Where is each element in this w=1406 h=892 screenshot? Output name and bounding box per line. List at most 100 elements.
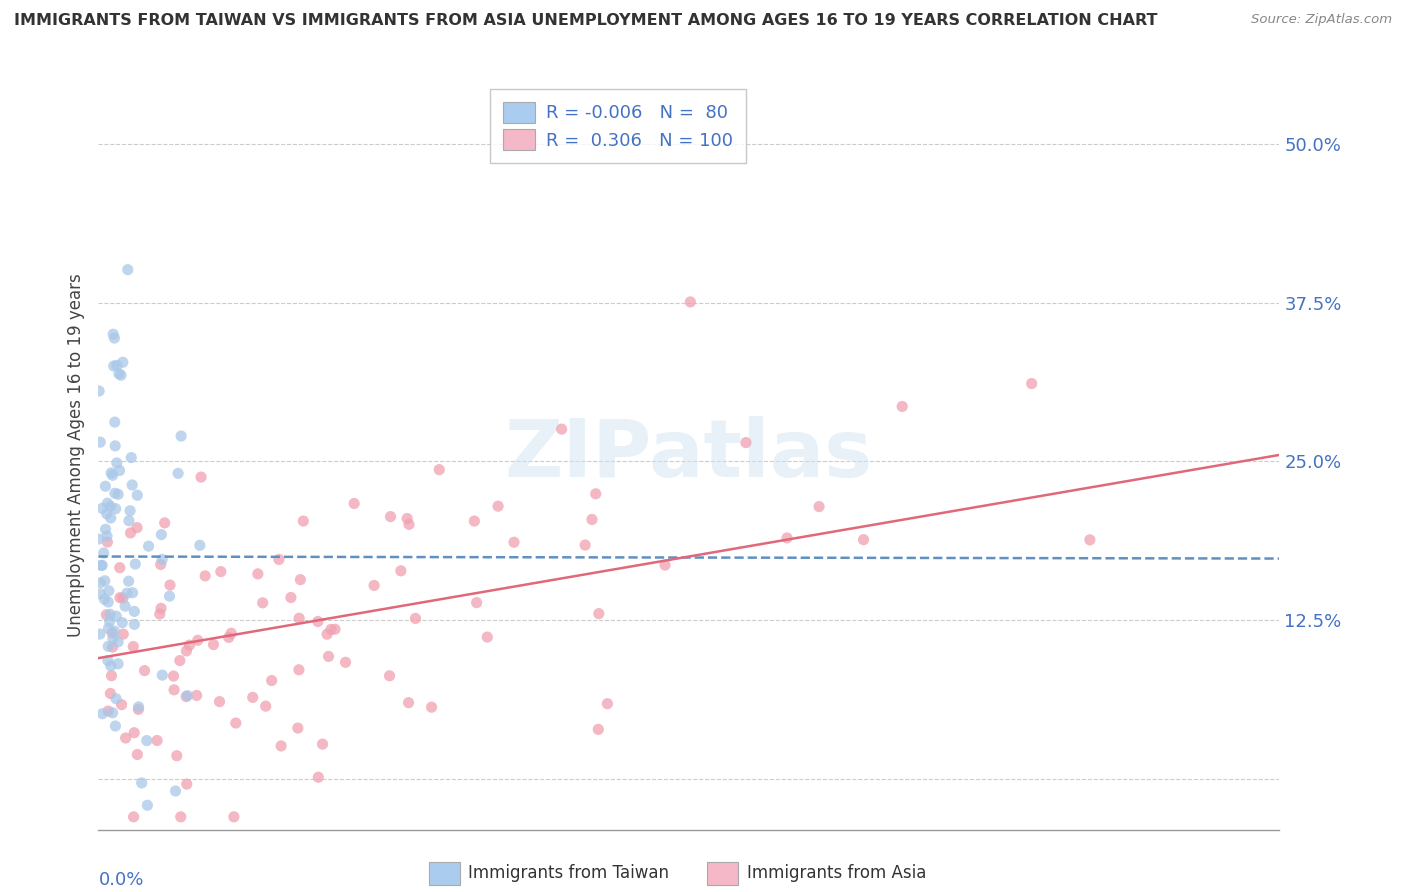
Point [100,659,122,673]
Point [585,487,607,501]
Point [219,626,242,640]
Point [94,574,117,588]
Point [170,429,193,443]
Point [149,558,172,572]
Point [117,574,139,589]
Point [176,689,198,703]
Point [679,294,702,309]
Point [120,525,142,540]
Point [108,560,131,574]
Point [209,565,232,579]
Point [97,654,120,668]
Point [136,798,159,813]
Point [98,615,121,629]
Point [159,578,181,592]
Point [307,615,329,629]
Point [398,517,420,532]
Point [363,578,385,592]
Point [134,664,156,678]
Point [486,499,509,513]
Point [89,575,111,590]
Point [107,635,129,649]
Point [96,507,118,521]
Point [97,595,120,609]
Point [101,640,124,654]
Text: 0.0%: 0.0% [98,871,143,888]
Point [270,739,292,753]
Point [97,583,120,598]
Point [378,669,401,683]
Point [290,573,312,587]
Point [146,733,169,747]
Point [101,625,124,640]
Point [115,586,138,600]
Point [103,624,125,639]
Point [343,496,366,510]
Point [188,538,211,552]
Point [101,706,124,720]
Point [165,784,187,798]
Point [319,623,342,637]
Point [588,723,610,737]
Point [311,737,333,751]
Point [218,631,240,645]
Point [159,589,181,603]
Point [891,400,914,414]
Text: Immigrants from Taiwan: Immigrants from Taiwan [468,864,669,882]
Point [380,509,402,524]
Point [97,704,120,718]
Point [100,686,122,700]
Text: IMMIGRANTS FROM TAIWAN VS IMMIGRANTS FROM ASIA UNEMPLOYMENT AMONG AGES 16 TO 19 : IMMIGRANTS FROM TAIWAN VS IMMIGRANTS FRO… [14,13,1157,29]
Point [465,596,488,610]
Point [254,699,277,714]
Point [252,596,274,610]
Point [153,516,176,530]
Point [150,527,173,541]
Point [97,640,120,654]
Point [120,504,142,518]
Point [127,702,149,716]
Point [776,531,799,545]
Point [98,607,121,622]
Point [246,566,269,581]
Point [852,533,875,547]
Point [550,422,572,436]
Point [735,435,758,450]
Point [135,733,157,747]
Text: Immigrants from Asia: Immigrants from Asia [747,864,927,882]
Point [808,500,831,514]
Point [122,725,145,739]
Point [122,810,145,824]
Point [122,640,145,654]
Point [503,535,526,549]
Point [128,699,150,714]
Point [105,456,128,470]
Point [96,535,118,549]
Point [108,591,131,605]
Point [307,770,329,784]
Point [222,810,245,824]
Point [389,564,412,578]
Point [287,721,309,735]
Point [581,512,603,526]
Point [292,514,315,528]
Point [335,656,357,670]
Point [124,604,146,618]
Point [163,682,186,697]
Point [176,777,198,791]
Point [131,776,153,790]
Point [176,644,198,658]
Point [100,466,122,480]
Point [427,463,450,477]
Point [267,552,290,566]
Point [96,529,118,543]
Point [93,592,115,607]
Text: Source: ZipAtlas.com: Source: ZipAtlas.com [1251,13,1392,27]
Text: ZIPatlas: ZIPatlas [505,416,873,494]
Point [127,488,149,502]
Point [103,327,125,342]
Point [117,262,139,277]
Point [127,747,149,762]
Point [100,668,122,682]
Point [190,470,212,484]
